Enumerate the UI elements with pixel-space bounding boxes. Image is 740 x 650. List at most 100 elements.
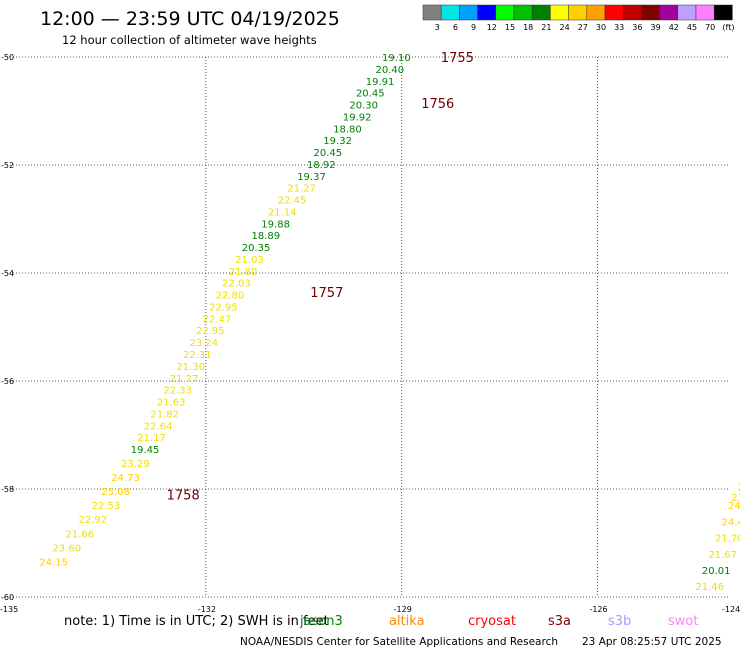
wave-height-value: 20.30 <box>349 101 378 112</box>
wave-height-value: 22.33 <box>163 386 192 397</box>
wave-height-values: 19.1020.4019.9120.4520.3019.9218.8019.32… <box>39 53 740 593</box>
satellite-legend-swot: swot <box>668 614 698 629</box>
wave-height-value: 19.91 <box>366 77 395 88</box>
colorbar-swatch <box>659 4 679 21</box>
wave-height-value: 24.73 <box>111 473 140 484</box>
colorbar-swatch <box>477 4 497 21</box>
colorbar-unit: (ft) <box>722 23 734 32</box>
wave-height-value: 19.88 <box>261 219 290 230</box>
colorbar-tick-label: 42 <box>669 23 679 32</box>
wave-height-value: 23.29 <box>121 459 150 470</box>
wave-height-value: 25.08 <box>101 487 130 498</box>
colorbar-tick-label: 15 <box>505 23 515 32</box>
x-tick-label: -129 <box>394 605 412 614</box>
pass-label: 1757 <box>310 286 343 301</box>
pass-label: 1756 <box>421 97 454 112</box>
colorbar-tick-label: 33 <box>614 23 624 32</box>
colorbar-swatch <box>531 4 551 21</box>
colorbar-swatch <box>641 4 660 21</box>
wave-height-value: 21.30 <box>176 362 205 373</box>
wave-height-value: 21.70 <box>731 493 740 504</box>
wave-height-value: 24.80 <box>728 501 740 512</box>
wave-height-value: 23.60 <box>52 543 81 554</box>
grid-lines <box>10 56 728 598</box>
footer-timestamp: 23 Apr 08:25:57 UTC 2025 <box>582 636 722 648</box>
wave-height-value: 23.24 <box>190 338 219 349</box>
satellite-legend-cryosat: cryosat <box>468 614 516 629</box>
wave-height-value: 21.66 <box>65 529 94 540</box>
colorbar-tick-label: 9 <box>471 23 476 32</box>
colorbar-legend: 3 6 9 12 15 18 21 24 27 30 33 36 39 42 45 70 (ft) <box>422 4 734 32</box>
satellite-legend-s3b: s3b <box>608 614 631 629</box>
x-tick-label: -126 <box>589 605 607 614</box>
wave-height-value: 19.10 <box>382 53 411 64</box>
colorbar-tick-label: 39 <box>651 23 661 32</box>
chart-title: 12:00 — 23:59 UTC 04/19/2025 <box>40 8 340 30</box>
colorbar-swatch <box>713 4 733 21</box>
pass-label: 1758 <box>167 488 200 503</box>
colorbar-tick-label: 24 <box>560 23 570 32</box>
wave-height-value: 20.45 <box>356 89 385 100</box>
wave-height-value: 21.27 <box>170 374 199 385</box>
chart-subtitle: 12 hour collection of altimeter wave hei… <box>62 33 317 47</box>
wave-height-value: 22.45 <box>278 196 307 207</box>
colorbar-swatch <box>604 4 624 21</box>
x-tick-label: -124 <box>722 605 740 614</box>
wave-height-value: 20.35 <box>242 243 271 254</box>
y-tick-label: -52 <box>1 161 14 170</box>
wave-height-value: 21.14 <box>268 207 297 218</box>
wave-height-value: 18.92 <box>307 160 336 171</box>
wave-height-value: 19.32 <box>323 136 352 147</box>
wave-height-value: 22.03 <box>222 279 251 290</box>
wave-height-value: 21.03 <box>235 255 264 266</box>
wave-height-value: 21.63 <box>157 398 186 409</box>
wave-height-value: 24.41 <box>721 517 740 528</box>
satellite-legend-s3a: s3a <box>548 614 571 629</box>
wave-height-value: 22.31 <box>183 350 212 361</box>
wave-height-value: 22.95 <box>196 326 225 337</box>
colorbar-tick-label: 3 <box>435 23 440 32</box>
wave-height-value: 22.53 <box>92 501 121 512</box>
wave-height-value: 20.01 <box>702 566 731 577</box>
colorbar-swatch <box>586 4 606 21</box>
satellite-legend: jason3 altika cryosat s3a s3b swot <box>299 614 698 629</box>
wave-height-value: 22.47 <box>203 314 232 325</box>
colorbar-swatch <box>513 4 533 21</box>
x-tick-label: -135 <box>0 605 18 614</box>
footer-credit: NOAA/NESDIS Center for Satellite Applica… <box>240 636 558 648</box>
colorbar-swatch <box>459 4 478 21</box>
wave-height-value: 22.92 <box>79 515 108 526</box>
wave-height-value: 20.40 <box>376 65 405 76</box>
pass-labels: 17551756175717581450144917181719 <box>167 51 474 503</box>
wave-height-value: 18.80 <box>333 124 362 135</box>
wave-height-value: 21.67 <box>708 550 737 561</box>
wave-height-value: 21.70 <box>715 534 740 545</box>
colorbar-tick-label: 36 <box>632 23 642 32</box>
colorbar-tick-label: 27 <box>578 23 588 32</box>
wave-height-value: 19.45 <box>131 445 160 456</box>
satellite-legend-jason3: jason3 <box>299 614 343 629</box>
wave-height-value: 18.89 <box>252 231 281 242</box>
colorbar-swatch <box>695 4 715 21</box>
x-tick-label: -132 <box>198 605 216 614</box>
colorbar-tick-label: 21 <box>541 23 551 32</box>
wave-height-value: 21.46 <box>695 582 724 593</box>
wave-height-value: 22.95 <box>209 302 238 313</box>
colorbar-swatch <box>568 4 588 21</box>
y-tick-label: -50 <box>1 53 14 62</box>
wave-height-value: 21.17 <box>137 433 166 444</box>
colorbar-swatch <box>677 4 697 21</box>
y-tick-label: -58 <box>1 485 14 494</box>
colorbar-tick-label: 70 <box>705 23 715 32</box>
colorbar-swatch <box>495 4 515 21</box>
pass-label: 1755 <box>441 51 474 66</box>
colorbar-tick-label: 30 <box>596 23 606 32</box>
colorbar-swatch <box>440 4 460 21</box>
wave-height-value: 21.27 <box>287 184 316 195</box>
y-tick-label: -60 <box>1 593 14 602</box>
footer-note: note: 1) Time is in UTC; 2) SWH is in fe… <box>64 614 329 629</box>
wave-height-value: 22.80 <box>216 291 245 302</box>
wave-height-value: 21.82 <box>150 409 179 420</box>
wave-height-value: 24.41 <box>738 482 740 493</box>
